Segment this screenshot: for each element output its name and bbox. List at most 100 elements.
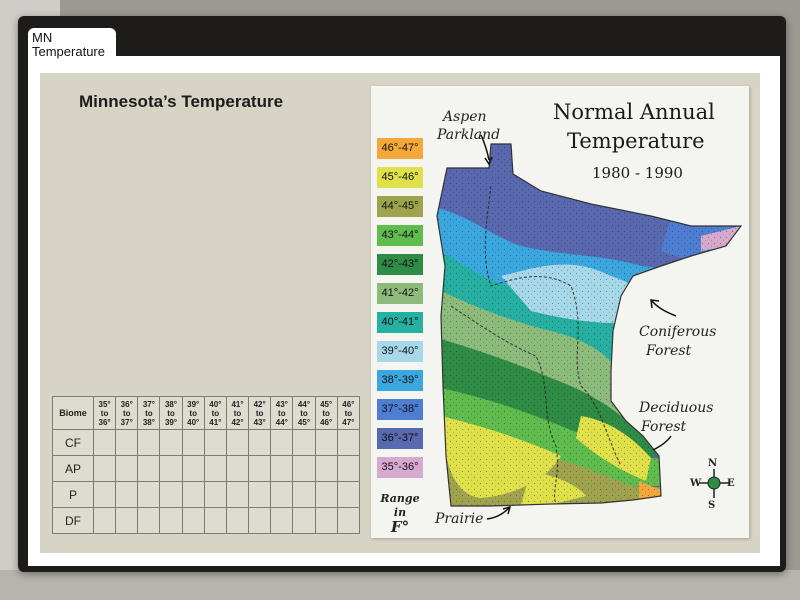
compass-e: E [727, 478, 735, 489]
range-high: 46° [320, 417, 333, 427]
table-cell[interactable] [159, 481, 183, 508]
table-cell[interactable] [203, 429, 227, 456]
desk-edge [0, 570, 800, 600]
biome-boundary-1 [484, 185, 622, 467]
table-cell[interactable] [115, 481, 139, 508]
table-cell[interactable] [248, 481, 272, 508]
legend-range-label: Range in F° [374, 492, 426, 535]
table-cell[interactable] [270, 507, 294, 534]
table-cell[interactable] [225, 455, 250, 482]
table-cell[interactable] [92, 429, 117, 456]
range-high: 40° [187, 417, 200, 427]
table-cell[interactable] [336, 429, 361, 456]
range-low: 45° [320, 399, 333, 409]
table-cell[interactable] [248, 455, 272, 482]
table-cell[interactable] [115, 507, 139, 534]
table-corner-biome: Biome [52, 396, 94, 430]
range-low: 43° [275, 399, 288, 409]
table-cell[interactable] [270, 481, 294, 508]
table-cell[interactable] [314, 455, 338, 482]
range-high: 37° [120, 417, 133, 427]
table-cell[interactable] [270, 429, 294, 456]
range-low: 39° [187, 399, 200, 409]
table-cell[interactable] [159, 507, 183, 534]
range-high: 36° [98, 417, 111, 427]
table-column-header: 46° to 47° [336, 396, 361, 430]
range-high: 42° [231, 417, 244, 427]
table-cell[interactable] [115, 429, 139, 456]
table-cell[interactable] [248, 429, 272, 456]
table-cell[interactable] [181, 507, 205, 534]
table-column-header: 37° to 38° [137, 396, 161, 430]
table-cell[interactable] [92, 481, 117, 508]
range-high: 47° [342, 417, 355, 427]
legend-swatch: 41°-42° [377, 283, 423, 304]
table-cell[interactable] [292, 481, 316, 508]
table-cell[interactable] [292, 429, 316, 456]
row-biome-label: DF [52, 507, 94, 534]
legend-range-line1: Range in [380, 492, 420, 519]
table-row: P [52, 481, 361, 508]
map-years: 1980 - 1990 [592, 164, 683, 182]
table-cell[interactable] [225, 481, 250, 508]
range-low: 46° [342, 399, 355, 409]
deciduous-arrow [652, 435, 672, 451]
table-cell[interactable] [336, 507, 361, 534]
label-parkland: Parkland [437, 127, 501, 143]
table-cell[interactable] [270, 455, 294, 482]
table-cell[interactable] [336, 481, 361, 508]
table-cell[interactable] [181, 455, 205, 482]
table-cell[interactable] [137, 507, 161, 534]
tab-label-line2: Temperature [32, 44, 105, 59]
table-cell[interactable] [159, 429, 183, 456]
table-cell[interactable] [314, 481, 338, 508]
table-cell[interactable] [181, 429, 205, 456]
table-cell[interactable] [159, 455, 183, 482]
table-cell[interactable] [137, 429, 161, 456]
legend-swatch: 38°-39° [377, 370, 423, 391]
table-cell[interactable] [248, 507, 272, 534]
row-biome-label: CF [52, 429, 94, 456]
compass-w: W [690, 478, 702, 489]
range-high: 45° [297, 417, 311, 427]
biome-boundary-2 [450, 305, 558, 505]
table-cell[interactable] [314, 507, 338, 534]
table-column-header: 45° to 46° [314, 396, 338, 430]
table-header-row: Biome 35° to 36° 36° to 37° 37° to 38° 38° to 39° 39… [52, 396, 361, 430]
table-cell[interactable] [314, 429, 338, 456]
map-title-line1: Normal Annual [553, 100, 715, 124]
table-column-header: 40° to 41° [203, 396, 227, 430]
table-cell[interactable] [292, 455, 316, 482]
range-to: to [145, 408, 153, 418]
range-high: 39° [164, 417, 178, 427]
table-column-header: 35° to 36° [92, 396, 117, 430]
table-row: CF [52, 429, 361, 456]
page-title: Minnesota’s Temperature [79, 92, 284, 111]
table-cell[interactable] [292, 507, 316, 534]
prairie-arrowhead [502, 505, 512, 515]
table-cell[interactable] [336, 455, 361, 482]
aspen-arrow [480, 134, 490, 161]
table-cell[interactable] [203, 481, 227, 508]
table-cell[interactable] [115, 455, 139, 482]
table-cell[interactable] [92, 507, 117, 534]
table-cell[interactable] [137, 481, 161, 508]
table-cell[interactable] [181, 481, 205, 508]
table-cell[interactable] [92, 455, 117, 482]
table-cell[interactable] [203, 507, 227, 534]
table-cell[interactable] [137, 455, 161, 482]
range-to: to [278, 408, 286, 418]
table-column-header: 44° to 45° [292, 396, 316, 430]
table-cell[interactable] [225, 429, 250, 456]
table-cell[interactable] [203, 455, 227, 482]
table-cell[interactable] [225, 507, 250, 534]
coniferous-arrowhead [650, 299, 660, 309]
compass-n: N [708, 458, 718, 469]
coniferous-arrow [651, 300, 677, 317]
range-low: 44° [297, 399, 311, 409]
aspen-arrowhead [484, 156, 493, 166]
table-column-header: 39° to 40° [181, 396, 205, 430]
range-to: to [122, 408, 131, 418]
tab-mn-temperature[interactable]: MN Temperature [28, 28, 116, 60]
range-low: 38° [164, 399, 178, 409]
